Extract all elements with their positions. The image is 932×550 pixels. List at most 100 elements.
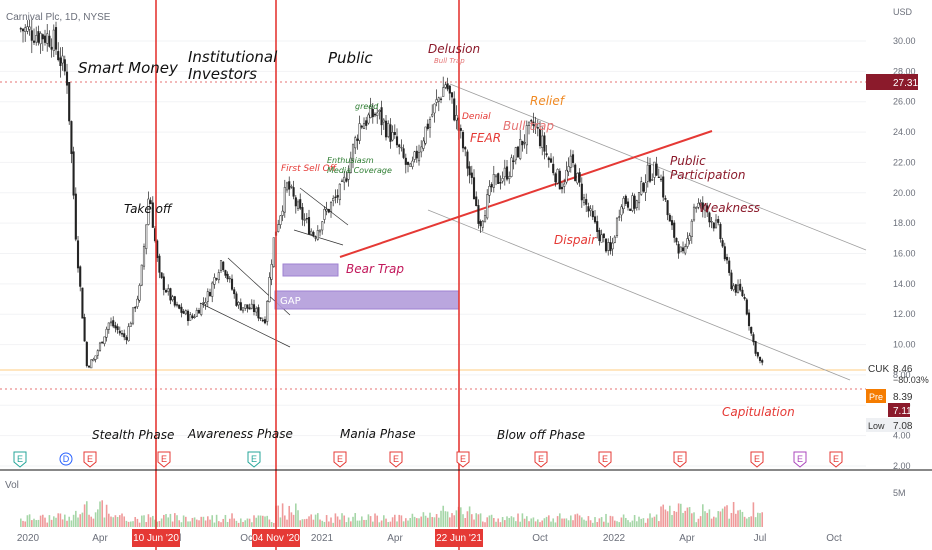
event-badge[interactable]: E [793, 451, 807, 468]
volume-bar [198, 520, 200, 527]
event-badge[interactable]: E [333, 451, 347, 468]
volume-bar [746, 518, 748, 527]
event-badge[interactable]: E [750, 451, 764, 468]
candle-body [336, 195, 339, 198]
y-tick-label: 22.00 [893, 157, 916, 167]
event-badge[interactable]: E [534, 451, 548, 468]
candle-body [237, 302, 240, 306]
event-badge[interactable]: E [247, 451, 261, 468]
candle-body [129, 322, 132, 327]
candle-body [536, 127, 539, 129]
candle-body [754, 341, 757, 354]
volume-bar [110, 516, 112, 527]
candle-body [453, 98, 456, 121]
volume-bar [290, 512, 293, 527]
candle-body [644, 182, 647, 193]
event-badge[interactable]: E [157, 451, 171, 468]
event-badge[interactable]: E [456, 451, 470, 468]
event-badge[interactable]: E [829, 451, 843, 468]
x-tick-label: 2022 [603, 533, 626, 544]
candle-body [70, 121, 73, 154]
candle-body [83, 317, 86, 342]
candle-body [706, 205, 709, 213]
candle-body [239, 302, 242, 311]
volume-bar [347, 517, 350, 527]
event-badge[interactable]: D [59, 452, 73, 466]
event-greed: greed [355, 102, 379, 111]
volume-bar [53, 516, 55, 527]
candle-body [125, 337, 128, 341]
candle-body [556, 169, 559, 184]
candle-body [37, 31, 40, 43]
volume-bar [101, 500, 104, 527]
volume-bar [719, 511, 722, 527]
candle-body [131, 307, 135, 324]
candle-body [455, 115, 458, 121]
volume-bar [154, 519, 156, 527]
volume-bar [187, 521, 189, 527]
candle-body [112, 320, 115, 327]
event-badges[interactable]: E D E E E E E E E E E E EE [13, 451, 843, 468]
candle-body [668, 214, 671, 222]
candle-body [596, 221, 599, 232]
volume-bar [218, 521, 220, 527]
event-badge[interactable]: E [389, 451, 403, 468]
candle-body [81, 287, 84, 319]
candle-body [624, 195, 627, 204]
candle-body [26, 26, 29, 32]
candle-body [712, 222, 715, 229]
event-take-off: Take off [124, 202, 173, 216]
candle-body [246, 304, 249, 309]
candle-body [538, 128, 542, 147]
volume-bar [127, 521, 130, 527]
candle-body [503, 167, 506, 178]
event-badge[interactable]: E [83, 451, 97, 468]
earnings-badge-shape [673, 451, 687, 468]
volume-bar [453, 515, 456, 527]
volume-bar [530, 518, 533, 527]
pre-value: 8.39 [893, 392, 913, 403]
candle-body [686, 238, 689, 247]
candle-body [204, 302, 207, 305]
volume-bar [594, 517, 596, 527]
volume-bar [385, 518, 387, 527]
candle-body [279, 215, 282, 225]
volume-bar [697, 518, 700, 527]
volume-bar [50, 519, 53, 527]
volume-label: Vol [5, 480, 19, 491]
volume-bar [26, 515, 29, 527]
candle-body [697, 202, 700, 208]
candle-body [127, 326, 130, 342]
event-badge[interactable]: E [598, 451, 612, 468]
candle-body [79, 266, 82, 287]
volume-bar [699, 516, 702, 527]
candle-body [723, 246, 726, 260]
volume-bar [372, 521, 374, 527]
candle-body [48, 35, 51, 47]
price-badge-low [888, 403, 910, 417]
candle-body [101, 341, 104, 344]
volume-pane: 5M [20, 488, 906, 527]
symbol-header: Carnival Plc, 1D, NYSE [6, 12, 111, 23]
candle-body [448, 85, 451, 94]
candle-body [365, 120, 368, 126]
event-badge[interactable]: E [673, 451, 687, 468]
volume-bar [515, 521, 517, 527]
gap-box-label: GAP [280, 296, 301, 307]
volume-bar [501, 517, 504, 527]
volume-bar [519, 521, 522, 527]
bear-trap-box [282, 263, 339, 277]
volume-bar [420, 516, 423, 527]
volume-bar [37, 519, 40, 527]
volume-bar [664, 509, 667, 527]
earnings-badge-shape [456, 451, 470, 468]
candle-body [46, 33, 49, 44]
candle-body [543, 135, 546, 152]
candle-body [409, 163, 412, 167]
event-badge-letter: E [393, 454, 399, 464]
event-badge[interactable]: E [13, 451, 27, 468]
volume-bar [66, 520, 68, 527]
x-tick-label: Jul [754, 533, 767, 544]
candle-body [651, 179, 654, 181]
